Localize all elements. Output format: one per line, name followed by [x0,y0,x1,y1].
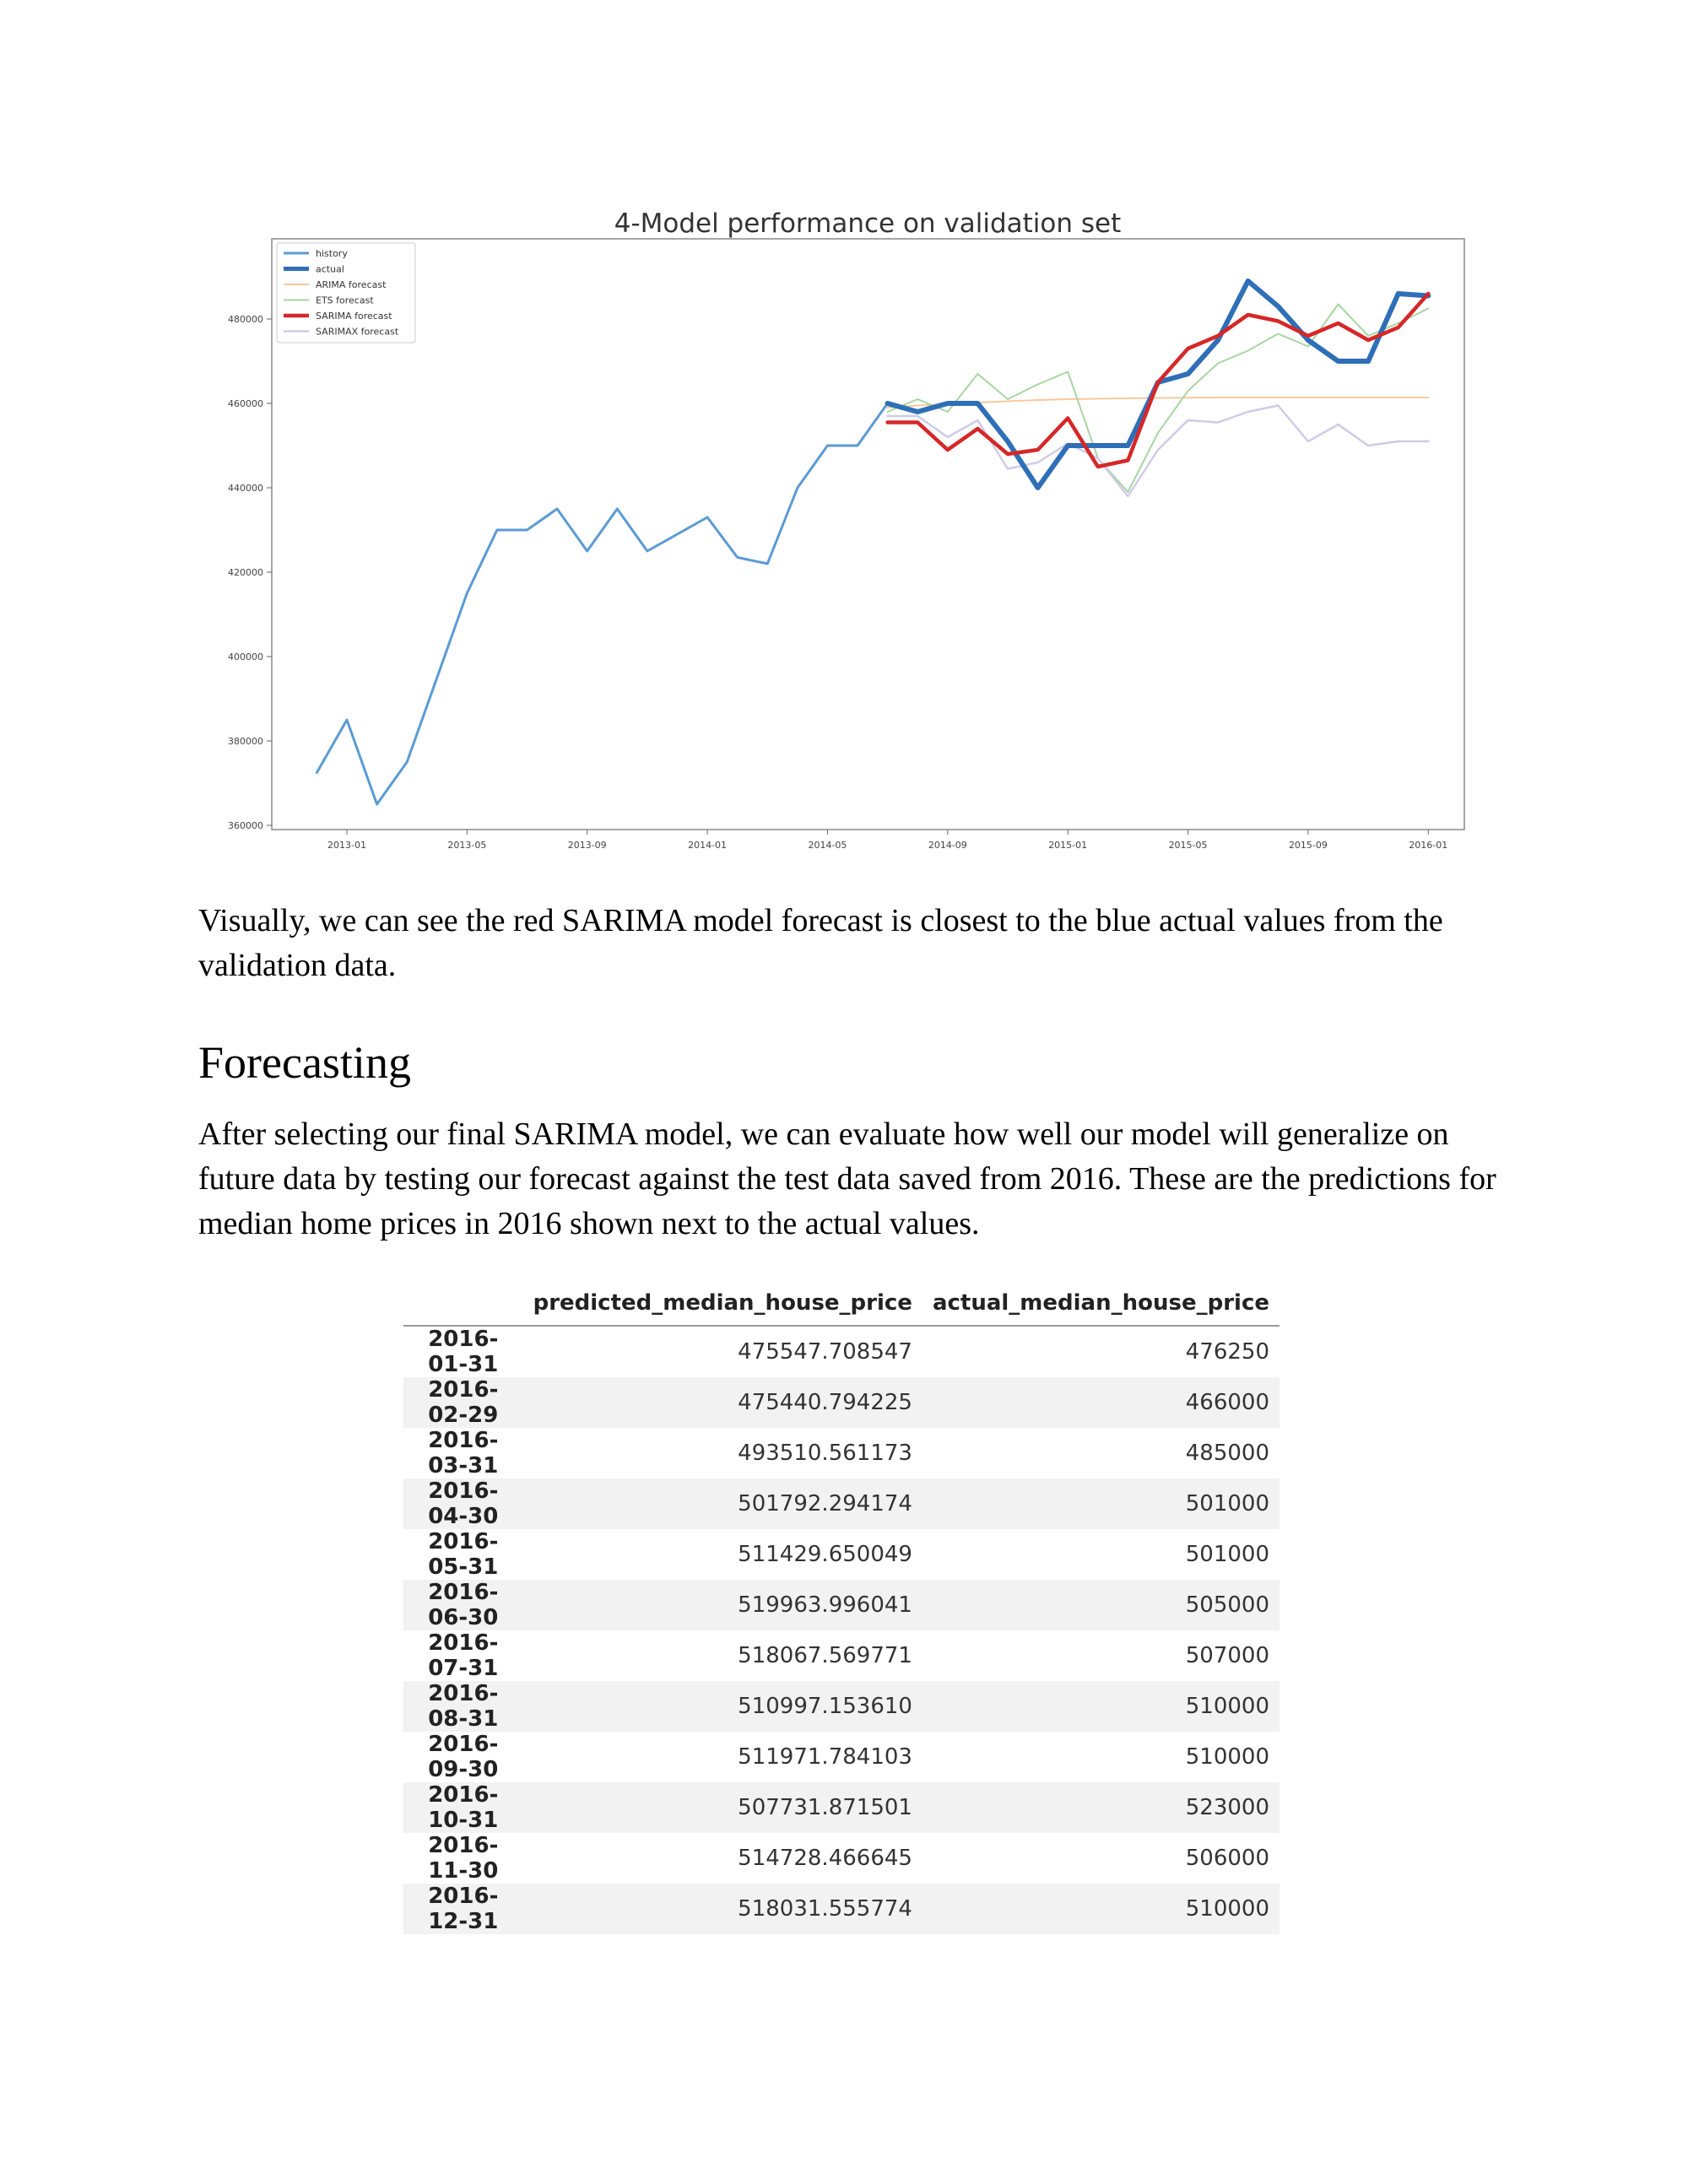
y-tick-label: 460000 [228,398,263,409]
table-row: 2016-03-31 493510.561173 485000 [403,1428,1280,1479]
x-tick-label: 2015-01 [1048,840,1087,851]
x-tick-label: 2014-01 [688,840,727,851]
x-axis: 2013-01 2013-05 2013-09 2014-01 2014-05 2014-… [327,830,1447,851]
predicted-price-header: predicted_median_house_price [522,1281,922,1327]
table-row: 2016-05-31 511429.650049 501000 [403,1529,1280,1580]
row-actual-price: 485000 [1185,1441,1269,1466]
paragraph-forecasting-description: After selecting our final SARIMA model, … [198,1116,1496,1241]
table-row: 2016-11-30 514728.466645 506000 [403,1833,1280,1884]
row-date: 2016-02-29 [403,1377,523,1428]
row-predicted-price: 511429.650049 [738,1542,912,1567]
row-date: 2016-08-31 [403,1681,523,1732]
row-date: 2016-10-31 [403,1782,523,1833]
table-row: 2016-12-31 518031.555774 510000 [403,1884,1280,1934]
x-tick-label: 2014-09 [928,840,967,851]
legend-label-history: history [316,248,348,259]
table-row: 2016-02-29 475440.794225 466000 [403,1377,1280,1428]
series-line-sarimax-forecast [886,404,1430,498]
row-predicted-price: 493510.561173 [738,1441,912,1466]
chart-title: 4-Model performance on validation set [614,208,1122,239]
section-heading-forecasting: Forecasting [198,1037,411,1088]
row-date: 2016-11-30 [428,1833,499,1884]
row-date: 2016-09-30 [428,1732,499,1782]
series-line-ets-forecast [886,303,1430,493]
series-line-sarima-forecast [885,291,1431,469]
row-date: 2016-06-30 [403,1580,523,1630]
paragraph-validation-observation: Visually, we can see the red SARIMA mode… [198,903,1443,983]
y-tick-label: 440000 [228,483,263,494]
row-predicted-price: 501792.294174 [522,1479,922,1529]
row-predicted-price: 475547.708547 [738,1339,912,1365]
series-layer [315,278,1431,806]
forecast-table-container: predicted_median_house_price actual_medi… [403,1281,1280,1934]
row-predicted-price: 518031.555774 [522,1884,922,1934]
y-tick-label: 420000 [228,567,263,578]
row-actual-price: 466000 [922,1377,1280,1428]
chart-legend: history actual ARIMA forecast ETS forecast S… [276,242,416,343]
row-actual-price: 510000 [922,1681,1280,1732]
y-tick-label: 400000 [228,651,263,662]
validation-chart: 4-Model performance on validation set 36… [169,190,1502,865]
row-predicted-price: 510997.153610 [522,1681,922,1732]
row-date: 2016-01-31 [428,1327,499,1377]
row-predicted-price: 519963.996041 [522,1580,922,1630]
legend-label-ets-forecast: ETS forecast [316,295,374,306]
table-row: 2016-08-31 510997.153610 510000 [403,1681,1280,1732]
x-tick-label: 2016-01 [1409,840,1447,851]
table-row: 2016-01-31 475547.708547 476250 [403,1326,1280,1377]
chart-svg: 4-Model performance on validation set 36… [228,208,1465,851]
actual-price-header: actual_median_house_price [922,1281,1280,1327]
index-header [403,1281,523,1327]
y-tick-label: 480000 [228,314,263,325]
x-tick-label: 2013-09 [568,840,607,851]
series-line-history [315,402,919,806]
legend-label-actual: actual [316,264,344,275]
y-axis: 360000 380000 400000 420000 440000 460000 4800… [228,314,272,831]
row-actual-price: 505000 [922,1580,1280,1630]
row-date: 2016-03-31 [428,1428,499,1479]
row-date: 2016-04-30 [403,1479,523,1529]
row-predicted-price: 518067.569771 [738,1643,912,1668]
row-actual-price: 510000 [1185,1744,1269,1770]
table-body: 2016-01-31 475547.708547 476250 2016-02-29 4… [403,1326,1280,1934]
x-tick-label: 2015-09 [1289,840,1328,851]
row-actual-price: 501000 [922,1479,1280,1529]
table-row: 2016-04-30 501792.294174 501000 [403,1479,1280,1529]
row-actual-price: 501000 [1185,1542,1269,1567]
row-predicted-price: 514728.466645 [738,1846,912,1871]
row-actual-price: 507000 [1185,1643,1269,1668]
row-actual-price: 510000 [922,1884,1280,1934]
x-tick-label: 2015-05 [1169,840,1208,851]
x-tick-label: 2013-01 [327,840,366,851]
legend-label-sarima-forecast: SARIMA forecast [316,311,392,322]
row-predicted-price: 475440.794225 [522,1377,922,1428]
forecast-table: predicted_median_house_price actual_medi… [403,1281,1280,1934]
row-predicted-price: 507731.871501 [522,1782,922,1833]
table-row: 2016-09-30 511971.784103 510000 [403,1732,1280,1782]
row-date: 2016-12-31 [403,1884,523,1934]
legend-label-arima-forecast: ARIMA forecast [316,279,387,290]
y-tick-label: 380000 [228,736,263,747]
row-predicted-price: 511971.784103 [738,1744,912,1770]
table-row: 2016-06-30 519963.996041 505000 [403,1580,1280,1630]
y-tick-label: 360000 [228,820,263,831]
table-header-row: predicted_median_house_price actual_medi… [403,1281,1280,1327]
x-tick-label: 2013-05 [447,840,486,851]
table-row: 2016-07-31 518067.569771 507000 [403,1630,1280,1681]
legend-box [276,242,416,343]
x-tick-label: 2014-05 [808,840,847,851]
table-row: 2016-10-31 507731.871501 523000 [403,1782,1280,1833]
legend-label-sarimax-forecast: SARIMAX forecast [316,327,399,338]
row-actual-price: 523000 [922,1782,1280,1833]
row-date: 2016-05-31 [428,1529,499,1580]
plot-frame [271,238,1465,830]
row-actual-price: 476250 [1185,1339,1269,1365]
row-date: 2016-07-31 [428,1630,499,1681]
row-actual-price: 506000 [1185,1846,1269,1871]
